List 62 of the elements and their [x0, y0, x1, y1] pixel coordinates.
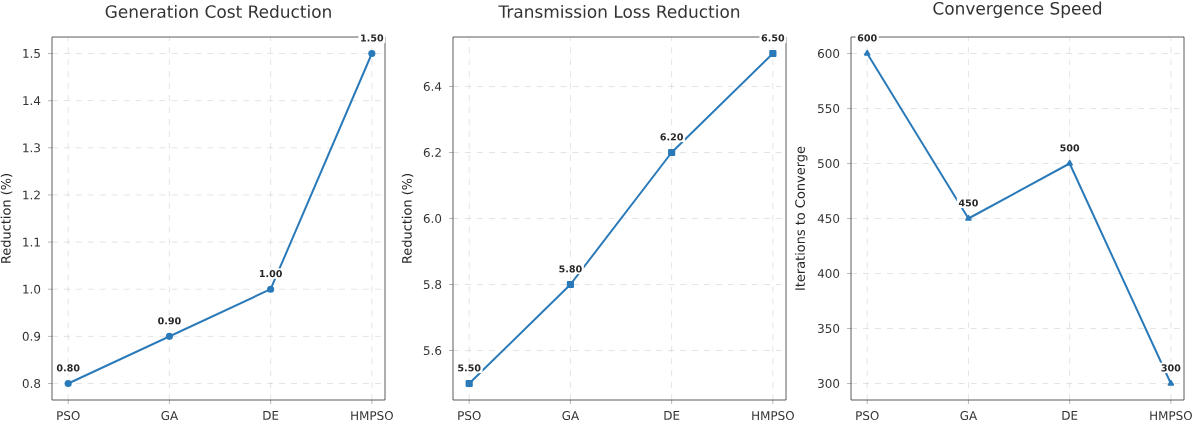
x-tick-label: DE	[664, 411, 680, 420]
data-label: 600	[857, 34, 877, 42]
point	[64, 379, 72, 388]
y-tick-label: 350	[818, 323, 840, 334]
y-tick-label: 6.4	[423, 81, 442, 92]
x-tick-label: DE	[263, 411, 279, 420]
y-tick-label: 1.5	[23, 49, 40, 58]
x-tick-label: GA	[960, 411, 978, 421]
data-label: 1.50	[361, 34, 384, 42]
point	[769, 49, 777, 58]
point	[267, 285, 275, 293]
point	[368, 49, 376, 58]
y-axis-title: Reduction (%)	[401, 173, 414, 263]
y-tick-label: 5.6	[423, 345, 442, 356]
chart-title: Transmission Loss Reduction	[498, 4, 740, 19]
y-axis-title: Reduction (%)	[0, 173, 13, 263]
x-tick-label: HMPSO	[351, 411, 393, 421]
point	[863, 49, 871, 56]
x-tick-label: HMPSO	[1150, 411, 1192, 421]
chart-title: Generation Cost Reduction	[105, 4, 331, 19]
y-tick-label: 0.9	[22, 331, 41, 341]
x-tick-label: PSO	[458, 411, 481, 421]
data-label: 5.50	[458, 364, 481, 372]
x-tick-label: HMPSO	[752, 411, 794, 421]
x-tick-label: GA	[161, 411, 179, 421]
y-axis-title: Iterations to Converge	[794, 146, 808, 290]
point	[566, 280, 575, 289]
chart-title: Convergence Speed	[933, 1, 1102, 19]
point	[465, 379, 473, 388]
y-tick-label: 400	[817, 268, 840, 279]
x-tick-label: PSO	[856, 411, 879, 421]
y-tick-label: 0.8	[22, 378, 41, 389]
y-tick-label: 6.2	[423, 147, 441, 158]
data-label: 0.80	[56, 364, 80, 372]
data-label: 5.80	[559, 265, 582, 273]
point	[668, 148, 676, 157]
point	[965, 214, 972, 221]
x-tick-label: GA	[562, 411, 580, 421]
y-tick-label: 6.0	[423, 213, 442, 224]
y-tick-label: 550	[818, 103, 840, 114]
y-tick-label: 600	[818, 48, 840, 59]
y-tick-label: 1.4	[23, 96, 41, 106]
x-tick-label: PSO	[57, 411, 80, 421]
y-tick-label: 450	[817, 213, 840, 224]
data-label: 450	[958, 199, 978, 207]
y-tick-label: 1.3	[23, 143, 41, 153]
data-label: 300	[1161, 364, 1181, 372]
y-tick-label: 1.1	[23, 237, 40, 247]
y-tick-label: 300	[818, 378, 840, 389]
y-tick-label: 1.0	[23, 284, 41, 294]
data-label: 6.20	[660, 133, 683, 141]
data-label: 1.00	[259, 269, 282, 278]
y-tick-label: 5.8	[423, 279, 442, 290]
data-label: 6.50	[761, 34, 785, 42]
y-tick-label: 500	[818, 158, 840, 169]
point	[165, 332, 173, 340]
y-tick-label: 1.2	[23, 190, 40, 200]
point	[1066, 159, 1073, 166]
data-label: 0.90	[158, 317, 181, 325]
x-tick-label: DE	[1062, 411, 1078, 420]
data-label: 500	[1060, 144, 1080, 152]
point	[1167, 379, 1175, 386]
